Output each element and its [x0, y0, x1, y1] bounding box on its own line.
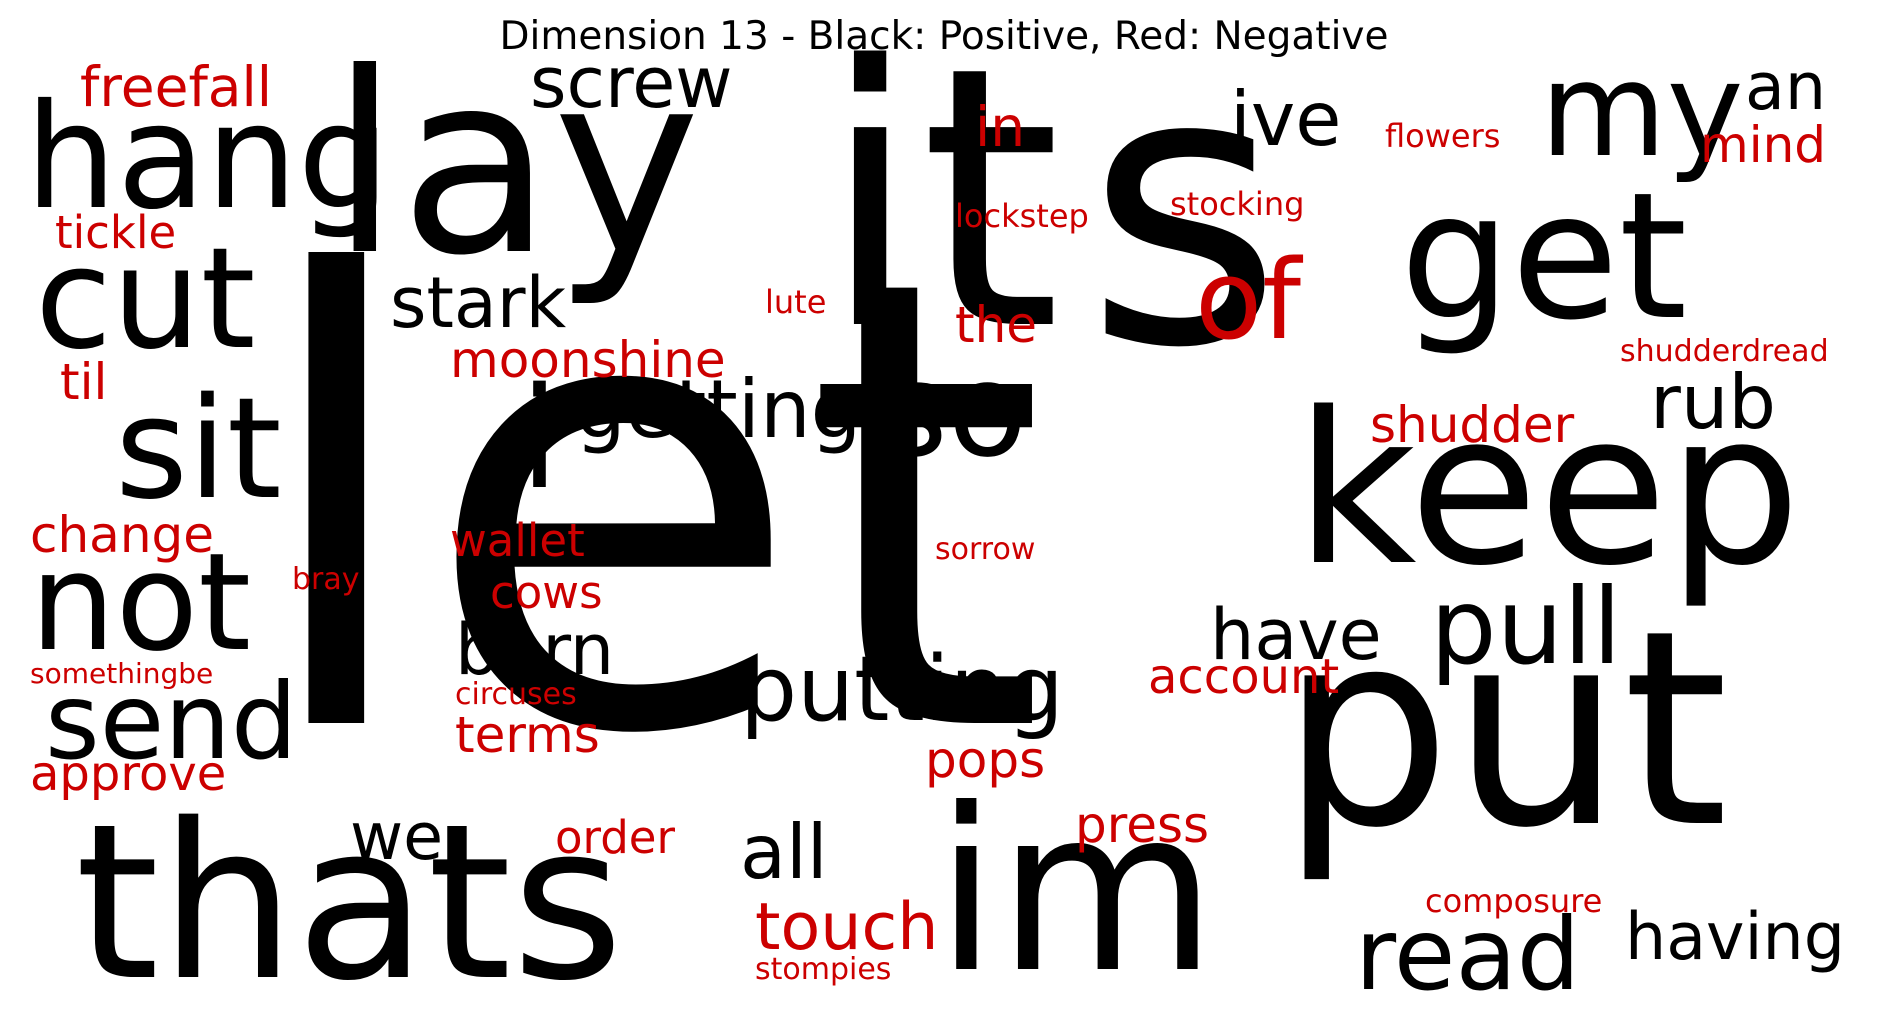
word-flowers: flowers: [1385, 117, 1501, 155]
word-not: not: [30, 524, 252, 681]
word-wallet: wallet: [450, 514, 585, 567]
word-hang: hang: [25, 73, 390, 242]
word-so: so: [880, 334, 1028, 486]
word-composure: composure: [1425, 882, 1603, 920]
word-born: born: [455, 609, 615, 691]
word-in: in: [975, 95, 1026, 159]
word-stocking: stocking: [1170, 185, 1305, 223]
word-having: having: [1625, 900, 1846, 975]
word-getting: getting: [575, 363, 862, 456]
word-pull: pull: [1430, 566, 1622, 688]
word-sit: sit: [115, 368, 282, 531]
word-read: read: [1355, 896, 1581, 1010]
word-thats: thats: [75, 777, 624, 1010]
word-cut: cut: [35, 218, 256, 381]
word-touch: touch: [755, 890, 939, 965]
word-approve: approve: [30, 746, 227, 802]
word-my: my: [1540, 34, 1744, 186]
word-cows: cows: [490, 566, 603, 619]
word-press: press: [1075, 796, 1210, 854]
word-moonshine: moonshine: [450, 331, 726, 389]
word-of: of: [1195, 236, 1302, 364]
word-put: put: [1280, 572, 1729, 887]
word-ive: ive: [1230, 75, 1342, 163]
word-putting: putting: [740, 637, 1064, 742]
word-stompies: stompies: [755, 952, 892, 987]
word-order: order: [555, 811, 675, 864]
word-bray: bray: [292, 562, 360, 597]
word-have: have: [1210, 594, 1382, 676]
word-all: all: [740, 808, 828, 896]
word-shudderdread: shudderdread: [1620, 334, 1829, 369]
word-account: account: [1148, 649, 1340, 705]
word-lay: lay: [330, 19, 701, 310]
word-freefall: freefall: [80, 55, 273, 119]
word-send: send: [45, 661, 298, 783]
word-change: change: [30, 506, 215, 564]
word-i: i: [520, 358, 559, 521]
word-terms: terms: [455, 706, 600, 764]
word-keep: keep: [1295, 367, 1801, 612]
word-let: let: [250, 149, 1047, 870]
word-the: the: [955, 296, 1038, 354]
word-shudder: shudder: [1370, 396, 1575, 454]
word-it: it: [820, 0, 1062, 409]
chart-title: Dimension 13 - Black: Positive, Red: Neg…: [499, 14, 1389, 59]
word-screw: screw: [530, 42, 733, 124]
word-til: til: [60, 353, 108, 411]
word-circuses: circuses: [455, 677, 577, 712]
word-pops: pops: [925, 731, 1046, 789]
word-sorrow: sorrow: [935, 532, 1036, 567]
word-mind: mind: [1700, 116, 1827, 174]
word-s: s: [1085, 0, 1283, 431]
word-tickle: tickle: [55, 206, 177, 259]
word-somethingbe: somethingbe: [30, 657, 214, 690]
word-an: an: [1745, 50, 1827, 125]
word-get: get: [1400, 156, 1688, 359]
word-stark: stark: [390, 262, 567, 344]
word-lute: lute: [765, 283, 827, 321]
word-lockstep: lockstep: [955, 197, 1089, 235]
word-rub: rub: [1650, 358, 1776, 446]
word-we: we: [350, 800, 444, 875]
word-im: im: [935, 761, 1217, 1010]
